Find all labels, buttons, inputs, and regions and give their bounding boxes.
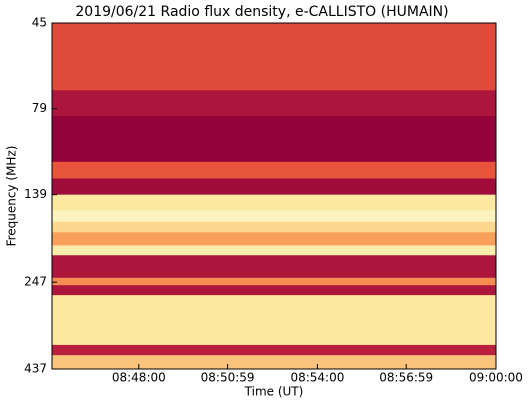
heatmap-band xyxy=(52,161,496,179)
x-tick-label: 08:54:00 xyxy=(290,371,344,385)
heatmap-band xyxy=(52,277,496,286)
heatmap-band xyxy=(52,255,496,279)
x-tick-label: 08:48:00 xyxy=(112,371,166,385)
y-tick-label: 437 xyxy=(24,362,47,376)
y-tick-label: 139 xyxy=(24,187,47,201)
heatmap-band xyxy=(52,194,496,211)
x-tick-label: 08:56:59 xyxy=(379,371,433,385)
x-axis-label: Time (UT) xyxy=(244,385,304,399)
y-tick-label: 79 xyxy=(32,101,47,115)
heatmap-band xyxy=(52,90,496,117)
heatmap-band xyxy=(52,210,496,223)
heatmap-band xyxy=(52,285,496,296)
chart-title: 2019/06/21 Radio flux density, e-CALLIST… xyxy=(75,4,448,20)
heatmap-band xyxy=(52,344,496,356)
x-tick-label: 08:50:59 xyxy=(201,371,255,385)
y-tick-label: 247 xyxy=(24,275,47,289)
heatmap-band xyxy=(52,232,496,246)
y-axis-label: Frequency (MHz) xyxy=(5,146,19,247)
y-tick-label: 45 xyxy=(32,16,47,30)
heatmap-band xyxy=(52,245,496,256)
heatmap-band xyxy=(52,221,496,233)
heatmap-band xyxy=(52,178,496,196)
x-tick-label: 09:00:00 xyxy=(469,371,523,385)
plot-frame xyxy=(51,22,497,370)
heatmap-band xyxy=(52,295,496,346)
heatmap-band xyxy=(52,23,496,91)
heatmap-band xyxy=(52,355,496,370)
heatmap-band xyxy=(52,116,496,163)
